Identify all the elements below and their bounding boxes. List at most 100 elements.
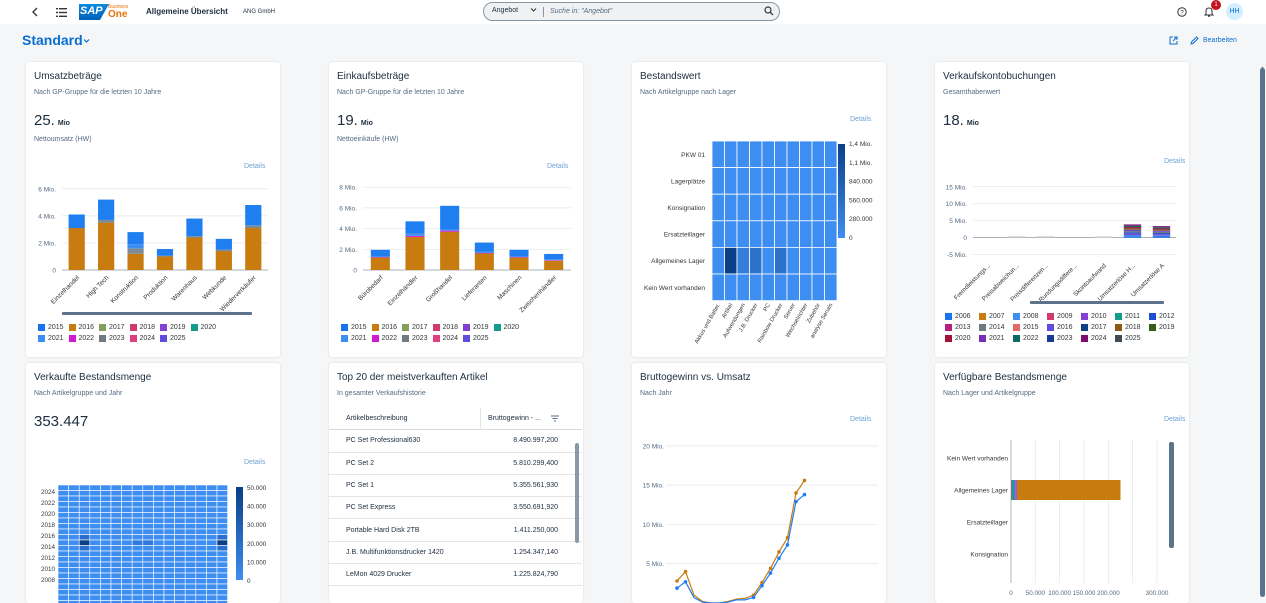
legend-item[interactable]: 2012: [1149, 311, 1183, 322]
legend-item[interactable]: 2024: [433, 333, 464, 344]
card-bruttogewinn[interactable]: Bruttogewinn vs. Umsatz Nach Jahr Detail…: [632, 363, 886, 603]
legend-item[interactable]: 2025: [463, 333, 494, 344]
legend-item[interactable]: 2024: [130, 333, 161, 344]
sort-icon[interactable]: [551, 415, 559, 422]
details-link[interactable]: Details: [1164, 158, 1185, 165]
legend-item[interactable]: 2010: [1081, 311, 1115, 322]
legend-item[interactable]: 2013: [945, 322, 979, 333]
legend-item[interactable]: 2020: [945, 333, 979, 344]
verkaufskonto-chart[interactable]: -5 Mio.05 Mio.10 Mio.15 Mio.Fremdleistun…: [935, 166, 1189, 306]
legend-item[interactable]: 2017: [1081, 322, 1115, 333]
scrollbar-thumb[interactable]: [575, 443, 579, 543]
heatmap-cell: [132, 562, 143, 568]
column-header-description[interactable]: Artikelbeschreibung: [346, 415, 407, 422]
row-label: 2010: [41, 566, 56, 573]
card-verkaufte-menge[interactable]: Verkaufte Bestandsmenge Nach Artikelgrup…: [26, 363, 280, 603]
export-icon[interactable]: [1169, 36, 1178, 45]
legend-item[interactable]: 2021: [979, 333, 1013, 344]
help-icon[interactable]: ?: [1177, 7, 1187, 17]
column-header-profit[interactable]: Bruttogewinn - ...: [488, 415, 541, 422]
details-link[interactable]: Details: [244, 163, 265, 170]
details-link[interactable]: Details: [850, 116, 871, 123]
pencil-icon[interactable]: [1190, 36, 1199, 45]
legend-item[interactable]: 2023: [99, 333, 130, 344]
legend-item[interactable]: 2016: [69, 322, 100, 333]
menu-icon[interactable]: [54, 4, 68, 20]
legend-item[interactable]: 2020: [191, 322, 222, 333]
legend-item[interactable]: 2017: [402, 322, 433, 333]
bruttogewinn-chart[interactable]: 5 Mio.10 Mio.15 Mio.20 Mio.: [632, 428, 886, 603]
verkaufte-menge-heatmap[interactable]: 20242022202020182016201420122010200850.0…: [26, 473, 280, 603]
card-einkauf[interactable]: Einkaufsbeträge Nach GP-Gruppe für die l…: [329, 62, 583, 357]
legend-item[interactable]: 2021: [38, 333, 69, 344]
card-top20[interactable]: Top 20 der meistverkauften Artikel In ge…: [329, 363, 583, 603]
edit-button[interactable]: Bearbeiten: [1203, 37, 1237, 44]
card-verfuegbar[interactable]: Verfügbare Bestandsmenge Nach Lager und …: [935, 363, 1189, 603]
details-link[interactable]: Details: [1164, 416, 1185, 423]
page-scrollbar-thumb[interactable]: [1260, 68, 1265, 597]
search-icon[interactable]: [764, 6, 774, 16]
table-scrollbar[interactable]: [574, 436, 580, 603]
legend-item[interactable]: 2025: [1115, 333, 1149, 344]
card-verkaufskonto[interactable]: Verkaufskontobuchungen Gesamthabenwert 1…: [935, 62, 1189, 357]
back-icon[interactable]: [28, 4, 42, 20]
app-title[interactable]: Allgemeine Übersicht: [146, 7, 228, 16]
chevron-down-icon[interactable]: [530, 7, 537, 13]
search-scope-select[interactable]: Angebot: [492, 7, 518, 14]
legend-item[interactable]: 2018: [1115, 322, 1149, 333]
legend-item[interactable]: 2007: [979, 311, 1013, 322]
card-umsatz[interactable]: Umsatzbeträge Nach GP-Gruppe für die let…: [26, 62, 280, 357]
variant-title[interactable]: Standard: [22, 32, 83, 48]
avatar[interactable]: HH: [1226, 3, 1243, 20]
legend-item[interactable]: 2022: [69, 333, 100, 344]
legend-item[interactable]: 2016: [1047, 322, 1081, 333]
legend-item[interactable]: 2019: [463, 322, 494, 333]
legend-item[interactable]: 2017: [99, 322, 130, 333]
legend-item[interactable]: 2025: [160, 333, 191, 344]
details-link[interactable]: Details: [547, 163, 568, 170]
chart-scrollbar[interactable]: [62, 312, 252, 315]
bestandswert-heatmap[interactable]: PKW 01LagerplätzeKonsignationErsatzteill…: [632, 125, 886, 357]
legend-item[interactable]: 2021: [341, 333, 372, 344]
legend-item[interactable]: 2019: [1149, 322, 1183, 333]
card-bestandswert[interactable]: Bestandswert Nach Artikelgruppe nach Lag…: [632, 62, 886, 357]
search-input[interactable]: Suche in: "Angebot": [550, 8, 612, 15]
legend-item[interactable]: 2014: [979, 322, 1013, 333]
sap-logo[interactable]: SAP Business One: [79, 4, 129, 20]
legend-item[interactable]: 2024: [1081, 333, 1115, 344]
legend-item[interactable]: 2020: [494, 322, 525, 333]
legend-item[interactable]: 2015: [341, 322, 372, 333]
legend-item[interactable]: 2015: [1013, 322, 1047, 333]
legend-item[interactable]: 2022: [372, 333, 403, 344]
details-link[interactable]: Details: [850, 416, 871, 423]
legend-item[interactable]: 2018: [433, 322, 464, 333]
variant-chevron-icon[interactable]: [83, 38, 90, 44]
legend-item[interactable]: 2008: [1013, 311, 1047, 322]
legend-item[interactable]: 2023: [402, 333, 433, 344]
legend-item[interactable]: 2016: [372, 322, 403, 333]
details-link[interactable]: Details: [244, 459, 265, 466]
search-field[interactable]: Angebot Suche in: "Angebot": [483, 2, 780, 21]
chart-scrollbar[interactable]: [1030, 301, 1164, 304]
legend-item[interactable]: 2022: [1013, 333, 1047, 344]
page-scrollbar[interactable]: [1259, 58, 1266, 597]
legend-item[interactable]: 2006: [945, 311, 979, 322]
legend-item[interactable]: 2015: [38, 322, 69, 333]
row-label: 2016: [41, 533, 56, 540]
legend-item[interactable]: 2011: [1115, 311, 1149, 322]
legend-item[interactable]: 2009: [1047, 311, 1081, 322]
legend-item[interactable]: 2018: [130, 322, 161, 333]
legend-item[interactable]: 2019: [160, 322, 191, 333]
bar-segment: [127, 248, 143, 253]
legend-item[interactable]: 2023: [1047, 333, 1081, 344]
